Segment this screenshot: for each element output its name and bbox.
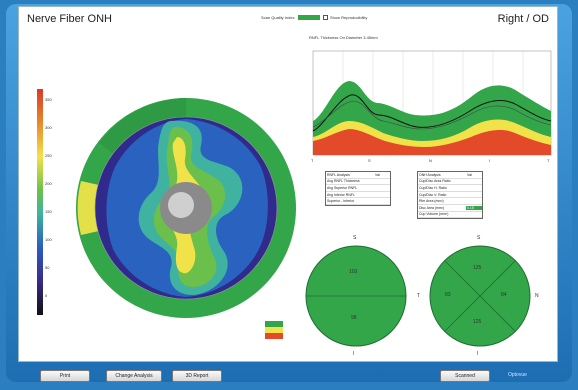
quad-n-value: 84 — [501, 292, 507, 298]
table-cell-label: Disc Area (mm²) — [419, 205, 445, 210]
table-cell-label: Rim Area (mm²) — [419, 199, 444, 204]
table-row: Avg Inferior RNFL — [326, 192, 390, 199]
graph-title: RNFL Thickness On Diameter 3.45mm — [309, 35, 378, 40]
table-cell-label: ONH Analysis — [419, 172, 441, 177]
reproducibility-label: Show Reproducibility — [330, 15, 368, 20]
optic-cup — [168, 192, 194, 218]
colorbar-tick: 0 — [45, 293, 48, 298]
table-cell-label: Avg Inferior RNFL — [327, 192, 355, 197]
map-boundary — [94, 116, 278, 300]
eye-label: Right / OD — [497, 13, 549, 25]
colorbar-tick: 150 — [45, 209, 52, 214]
table-cell-label: RNFL Analysis — [327, 172, 350, 177]
quad-label-left: T — [417, 293, 421, 299]
checkbox-icon[interactable] — [323, 15, 328, 20]
graph-patient-line — [312, 94, 552, 132]
table-row: Cup/Disc V. Ratio — [418, 192, 482, 199]
table-row: Disc Area (mm²) 0.15 — [418, 205, 482, 212]
legend-outside — [265, 333, 283, 339]
svg-text:S: S — [368, 158, 371, 163]
table-cell-value: 0.15 — [466, 205, 482, 210]
table-row: Cup Volume (mm³) — [418, 212, 482, 219]
reproducibility-toggle[interactable]: Show Reproducibility — [323, 15, 367, 20]
table-row: Avg RNFL Thickness — [326, 179, 390, 186]
normative-legend — [265, 321, 283, 339]
quadrant-circle — [429, 245, 531, 347]
report-panel: Nerve Fiber ONH Right / OD Scan Quality … — [18, 6, 558, 362]
table-cell-label: Cup/Disc V. Ratio — [419, 192, 447, 197]
scanned-button[interactable]: Scanned — [440, 370, 490, 382]
hemi-label-top: S — [353, 235, 357, 241]
legend-normal — [265, 321, 283, 327]
hemi-upper-value: 103 — [349, 269, 358, 275]
table-cell-value: Val — [467, 172, 472, 177]
table-row: Avg Superior RNFL — [326, 185, 390, 192]
table-cell-label: Cup/Disc H. Ratio — [419, 185, 447, 190]
quad-label-bottom: I — [477, 351, 479, 357]
page-title: Nerve Fiber ONH — [27, 13, 112, 25]
table-cell-label: Cup Volume (mm³) — [419, 212, 449, 217]
scan-quality-bar — [297, 15, 320, 20]
legend-borderline — [265, 327, 283, 333]
table-row: RNFL Analysis Val — [326, 172, 390, 179]
table-cell-label: Avg RNFL Thickness — [327, 179, 360, 184]
rnfl-thickness-map — [76, 98, 296, 318]
sector-ring-temporal-yellow — [77, 181, 99, 235]
table-cell-value: Val — [375, 172, 380, 177]
svg-text:N: N — [429, 158, 432, 163]
scan-quality-label: Scan Quality Index — [261, 15, 295, 20]
table-row: Cup/Disc H. Ratio — [418, 185, 482, 192]
quad-i-value: 125 — [473, 319, 482, 325]
svg-text:I: I — [489, 158, 490, 163]
hemi-lower-value: 98 — [351, 315, 357, 321]
table-cell-label: Avg Superior RNFL — [327, 185, 358, 190]
graph-reference-line — [312, 100, 552, 130]
onh-table: ONH Analysis Val Cup/Disc Area Ratio Cup/Di… — [417, 171, 483, 220]
colorbar-tick: 200 — [45, 181, 52, 186]
rnfl-table: RNFL Analysis Val Avg RNFL Thickness Avg Su… — [325, 171, 391, 206]
table-row: Rim Area (mm²) — [418, 198, 482, 205]
hemifield-circle — [305, 245, 407, 347]
quad-t-value: 83 — [445, 292, 451, 298]
table-row: ONH Analysis Val — [418, 172, 482, 179]
graph-outside-band — [313, 129, 551, 155]
svg-text:T: T — [547, 158, 550, 163]
scan-quality: Scan Quality Index — [261, 15, 320, 20]
print-button[interactable]: Print — [40, 370, 90, 382]
3d-report-button[interactable]: 3D Report — [172, 370, 222, 382]
colorbar-tick: 350 — [45, 97, 52, 102]
table-cell-label: Cup/Disc Area Ratio — [419, 179, 451, 184]
change-analysis-button[interactable]: Change Analysis — [106, 370, 162, 382]
svg-text:T: T — [311, 158, 314, 163]
quad-label-top: S — [477, 235, 481, 241]
colorbar-tick: 100 — [45, 237, 52, 242]
hemi-label-bottom: I — [353, 351, 355, 357]
table-cell-label: Superior - Inferior — [327, 199, 355, 204]
thickness-colorbar — [37, 89, 43, 315]
colorbar-tick: 250 — [45, 153, 52, 158]
table-row: Cup/Disc Area Ratio — [418, 179, 482, 186]
quad-label-right: N — [535, 293, 539, 299]
sector-ring-top-left — [99, 98, 186, 155]
colorbar-tick: 50 — [45, 265, 50, 270]
colorbar-tick: 300 — [45, 125, 52, 130]
logo: Optovue — [508, 372, 527, 378]
quad-s-value: 125 — [473, 265, 482, 271]
table-row: Superior - Inferior — [326, 198, 390, 205]
